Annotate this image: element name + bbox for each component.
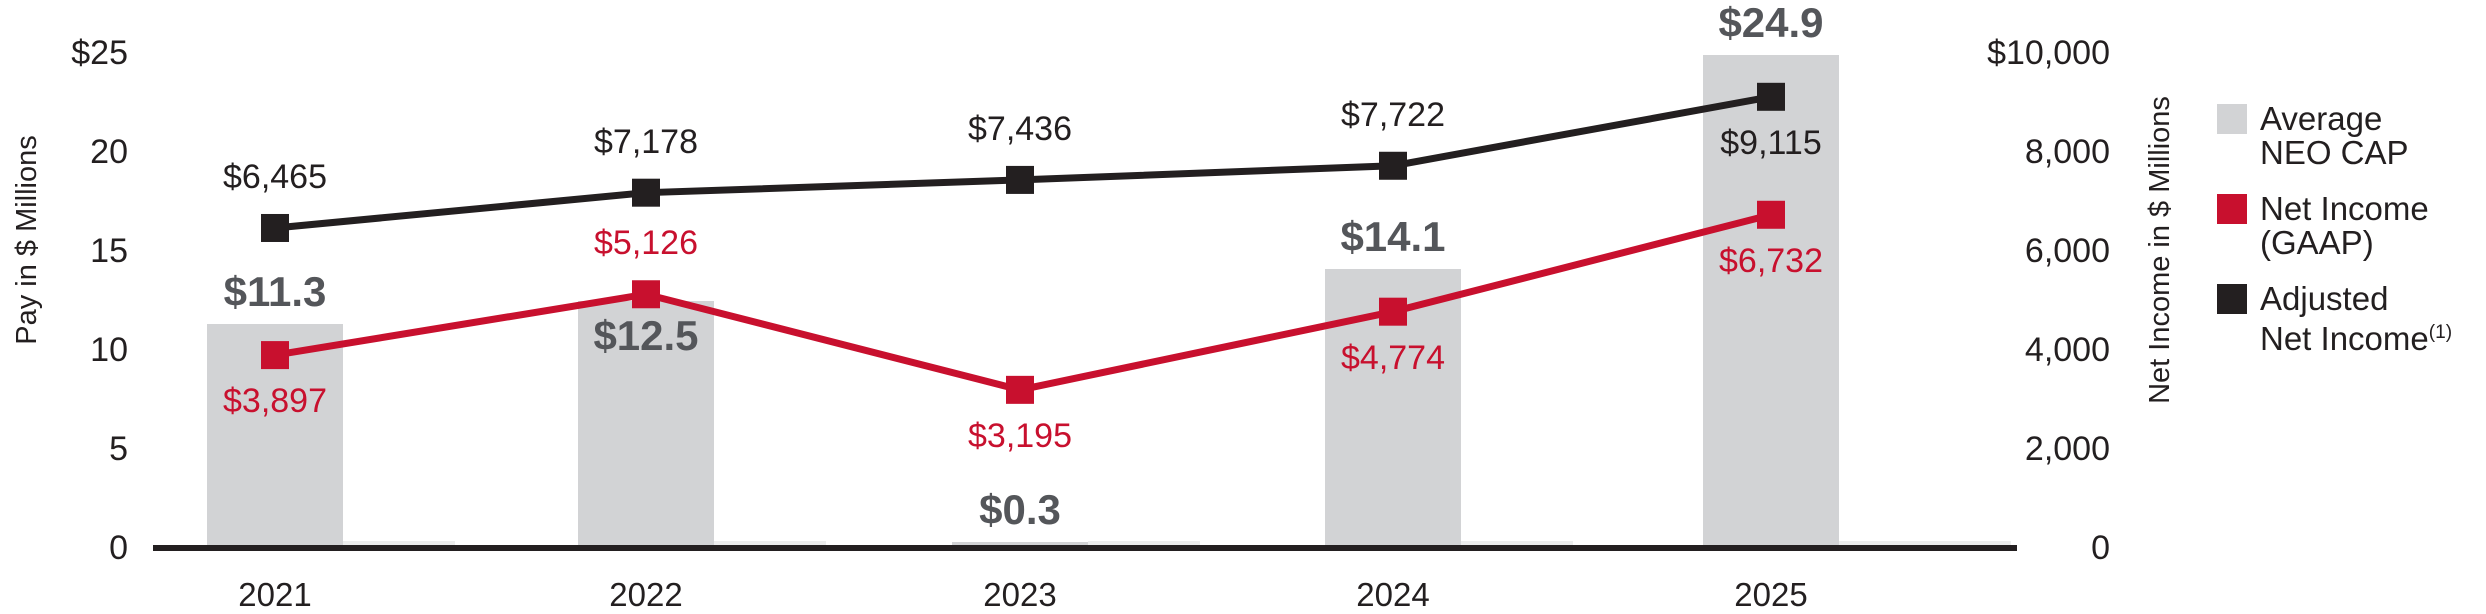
net-income-gaap--line	[274, 211, 1772, 394]
square-marker-icon	[1006, 165, 1034, 194]
average-neo-cap-bar	[1703, 54, 1839, 548]
left-axis-tick-label: 10	[90, 331, 128, 369]
x-axis-year-label: 2023	[983, 576, 1057, 613]
line-point-value-label: $6,465	[223, 157, 327, 196]
right-axis-tick-label: 2,000	[2024, 430, 2110, 468]
legend-item-label: Net Income (GAAP)	[2260, 190, 2429, 261]
baseline-artifact-strip	[1088, 541, 1200, 545]
bar-value-label: $12.5	[593, 311, 699, 359]
right-axis-tick-label: 6,000	[2024, 232, 2110, 270]
bar-value-label: $0.3	[979, 486, 1061, 534]
x-axis-year-label: 2022	[609, 576, 683, 613]
baseline-artifact-strip	[714, 541, 826, 545]
line-point-value-label: $7,722	[1341, 95, 1445, 134]
bar-value-label: $11.3	[223, 268, 327, 316]
bar-value-label: $14.1	[1340, 212, 1446, 260]
x-axis-year-label: 2021	[238, 576, 312, 613]
square-marker-icon	[1757, 200, 1785, 229]
x-axis-year-label: 2025	[1734, 576, 1808, 613]
average-neo-cap-bar	[578, 300, 714, 548]
right-axis-tick-label: $10,000	[1987, 34, 2110, 72]
line-point-value-label: $7,436	[968, 109, 1072, 148]
left-axis-tick-label: 0	[109, 529, 128, 567]
baseline-artifact-strip	[343, 541, 455, 545]
square-marker-icon	[261, 341, 289, 370]
square-marker-icon	[632, 178, 660, 207]
right-axis-tick-label: 4,000	[2024, 331, 2110, 369]
average-neo-cap-swatch-icon	[2217, 104, 2247, 134]
line-point-value-label: $7,178	[594, 122, 698, 161]
x-axis-line	[153, 545, 2017, 551]
legend-item-label: Adjusted Net Income(1)	[2260, 280, 2453, 357]
legend-item-label: Average NEO CAP	[2260, 100, 2409, 171]
baseline-artifact-strip	[1461, 541, 1573, 545]
line-point-value-label: $5,126	[594, 224, 698, 263]
right-axis-tick-label: 0	[2091, 529, 2110, 567]
line-point-value-label: $6,732	[1719, 241, 1823, 280]
square-marker-icon	[1379, 151, 1407, 180]
line-point-value-label: $3,195	[968, 416, 1072, 455]
line-point-value-label: $3,897	[223, 382, 327, 421]
square-marker-icon	[1006, 375, 1034, 404]
adjusted-net-income-swatch-icon	[2217, 284, 2247, 314]
x-axis-year-label: 2024	[1356, 576, 1430, 613]
net-income-gaap-swatch-icon	[2217, 194, 2247, 224]
right-axis-tick-label: 8,000	[2024, 133, 2110, 171]
baseline-artifact-strip	[1839, 541, 2011, 545]
line-point-value-label: $9,115	[1720, 123, 1822, 162]
left-axis-tick-label: 20	[90, 133, 128, 171]
square-marker-icon	[261, 213, 289, 242]
left-axis-tick-label: 15	[90, 232, 128, 270]
square-marker-icon	[632, 280, 660, 309]
left-axis-tick-label: $25	[71, 34, 128, 72]
line-point-value-label: $4,774	[1341, 338, 1445, 377]
bar-value-label: $24.9	[1718, 0, 1824, 46]
square-marker-icon	[1757, 82, 1785, 111]
square-marker-icon	[1379, 297, 1407, 326]
left-axis-tick-label: 5	[109, 430, 128, 468]
